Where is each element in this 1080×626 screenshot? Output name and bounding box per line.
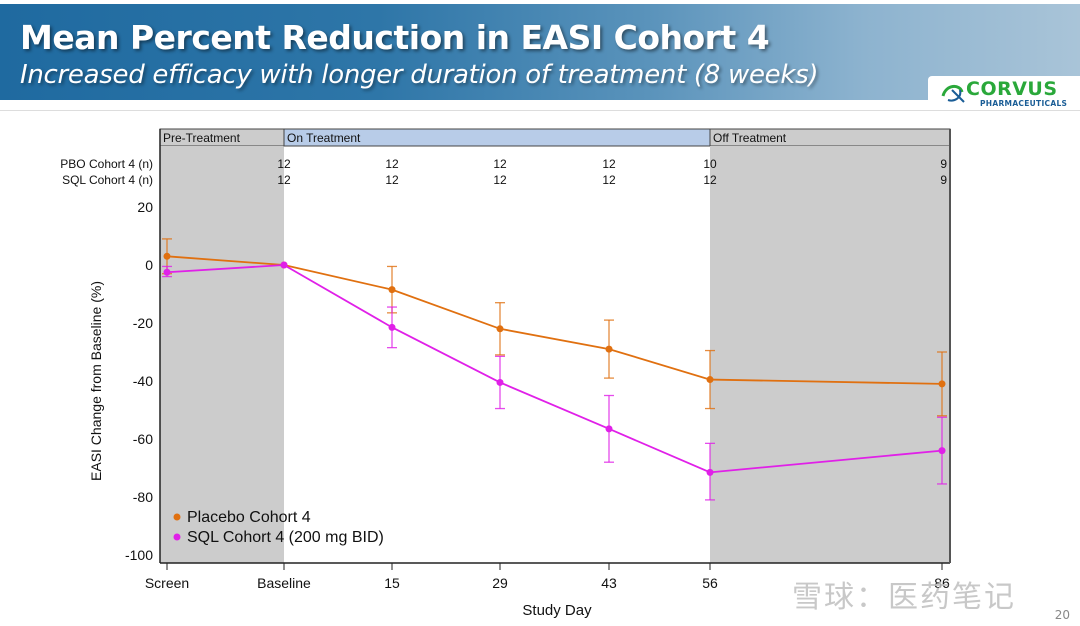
phase-shade-0 (160, 146, 284, 563)
data-point (605, 425, 613, 433)
data-point (388, 323, 396, 331)
n-table-value: 12 (385, 173, 399, 187)
y-tick-label: -60 (133, 431, 153, 447)
phase-label-1: On Treatment (287, 131, 361, 145)
n-table-value: 12 (277, 157, 291, 171)
slide-title: Mean Percent Reduction in EASI Cohort 4 (20, 18, 770, 57)
data-point (388, 286, 396, 294)
y-axis-title: EASI Change from Baseline (%) (88, 281, 104, 481)
n-table-label-1: SQL Cohort 4 (n) (62, 173, 153, 187)
legend-marker-0 (173, 513, 181, 521)
y-tick-label: -80 (133, 489, 153, 505)
data-point (938, 380, 946, 388)
phase-shade-2 (710, 146, 950, 563)
x-tick-label: 56 (702, 575, 718, 591)
y-tick-label: -100 (125, 547, 153, 563)
legend-label-0: Placebo Cohort 4 (187, 509, 311, 526)
logo-name: CORVUS (966, 78, 1058, 100)
x-tick-label: 86 (934, 575, 950, 591)
y-tick-label: -20 (133, 315, 153, 331)
data-point (706, 376, 714, 384)
data-point (163, 252, 171, 260)
data-point (496, 325, 504, 333)
x-tick-label: 43 (601, 575, 617, 591)
n-table-value: 12 (493, 157, 507, 171)
title-banner: Mean Percent Reduction in EASI Cohort 4 … (0, 4, 1080, 100)
y-tick-label: -40 (133, 373, 153, 389)
phase-label-2: Off Treatment (713, 131, 787, 145)
legend-marker-1 (173, 533, 181, 541)
page-number: 20 (1054, 608, 1070, 622)
x-tick-label: Screen (145, 575, 189, 591)
n-table-value: 12 (493, 173, 507, 187)
data-point (706, 468, 714, 476)
x-tick-label: 15 (384, 575, 400, 591)
x-tick-label: Baseline (257, 575, 311, 591)
watermark: 雪球：医药笔记 (792, 580, 1016, 615)
legend-label-1: SQL Cohort 4 (200 mg BID) (187, 529, 384, 546)
y-tick-label: 20 (137, 199, 153, 215)
n-table-value: 9 (940, 157, 947, 171)
n-table-value: 12 (385, 157, 399, 171)
phase-label-0: Pre-Treatment (163, 131, 241, 145)
n-table-label-0: PBO Cohort 4 (n) (60, 157, 153, 171)
corvus-bird-icon (941, 85, 965, 103)
x-tick-label: 29 (492, 575, 508, 591)
y-tick-label: 0 (145, 257, 153, 273)
data-point (938, 447, 946, 455)
data-point (496, 378, 504, 386)
data-point (163, 268, 171, 276)
x-axis-title: Study Day (522, 602, 592, 619)
slide-subtitle: Increased efficacy with longer duration … (20, 60, 819, 90)
header-divider (0, 110, 1080, 111)
n-table-value: 12 (602, 157, 616, 171)
n-table-value: 9 (940, 173, 947, 187)
corvus-logo: CORVUS PHARMACEUTICALS (928, 76, 1080, 110)
data-point (280, 261, 288, 269)
n-table-value: 10 (703, 157, 717, 171)
logo-subtitle: PHARMACEUTICALS (980, 99, 1068, 108)
n-table-value: 12 (602, 173, 616, 187)
n-table-value: 12 (277, 173, 291, 187)
n-table-value: 12 (703, 173, 717, 187)
data-point (605, 345, 613, 353)
